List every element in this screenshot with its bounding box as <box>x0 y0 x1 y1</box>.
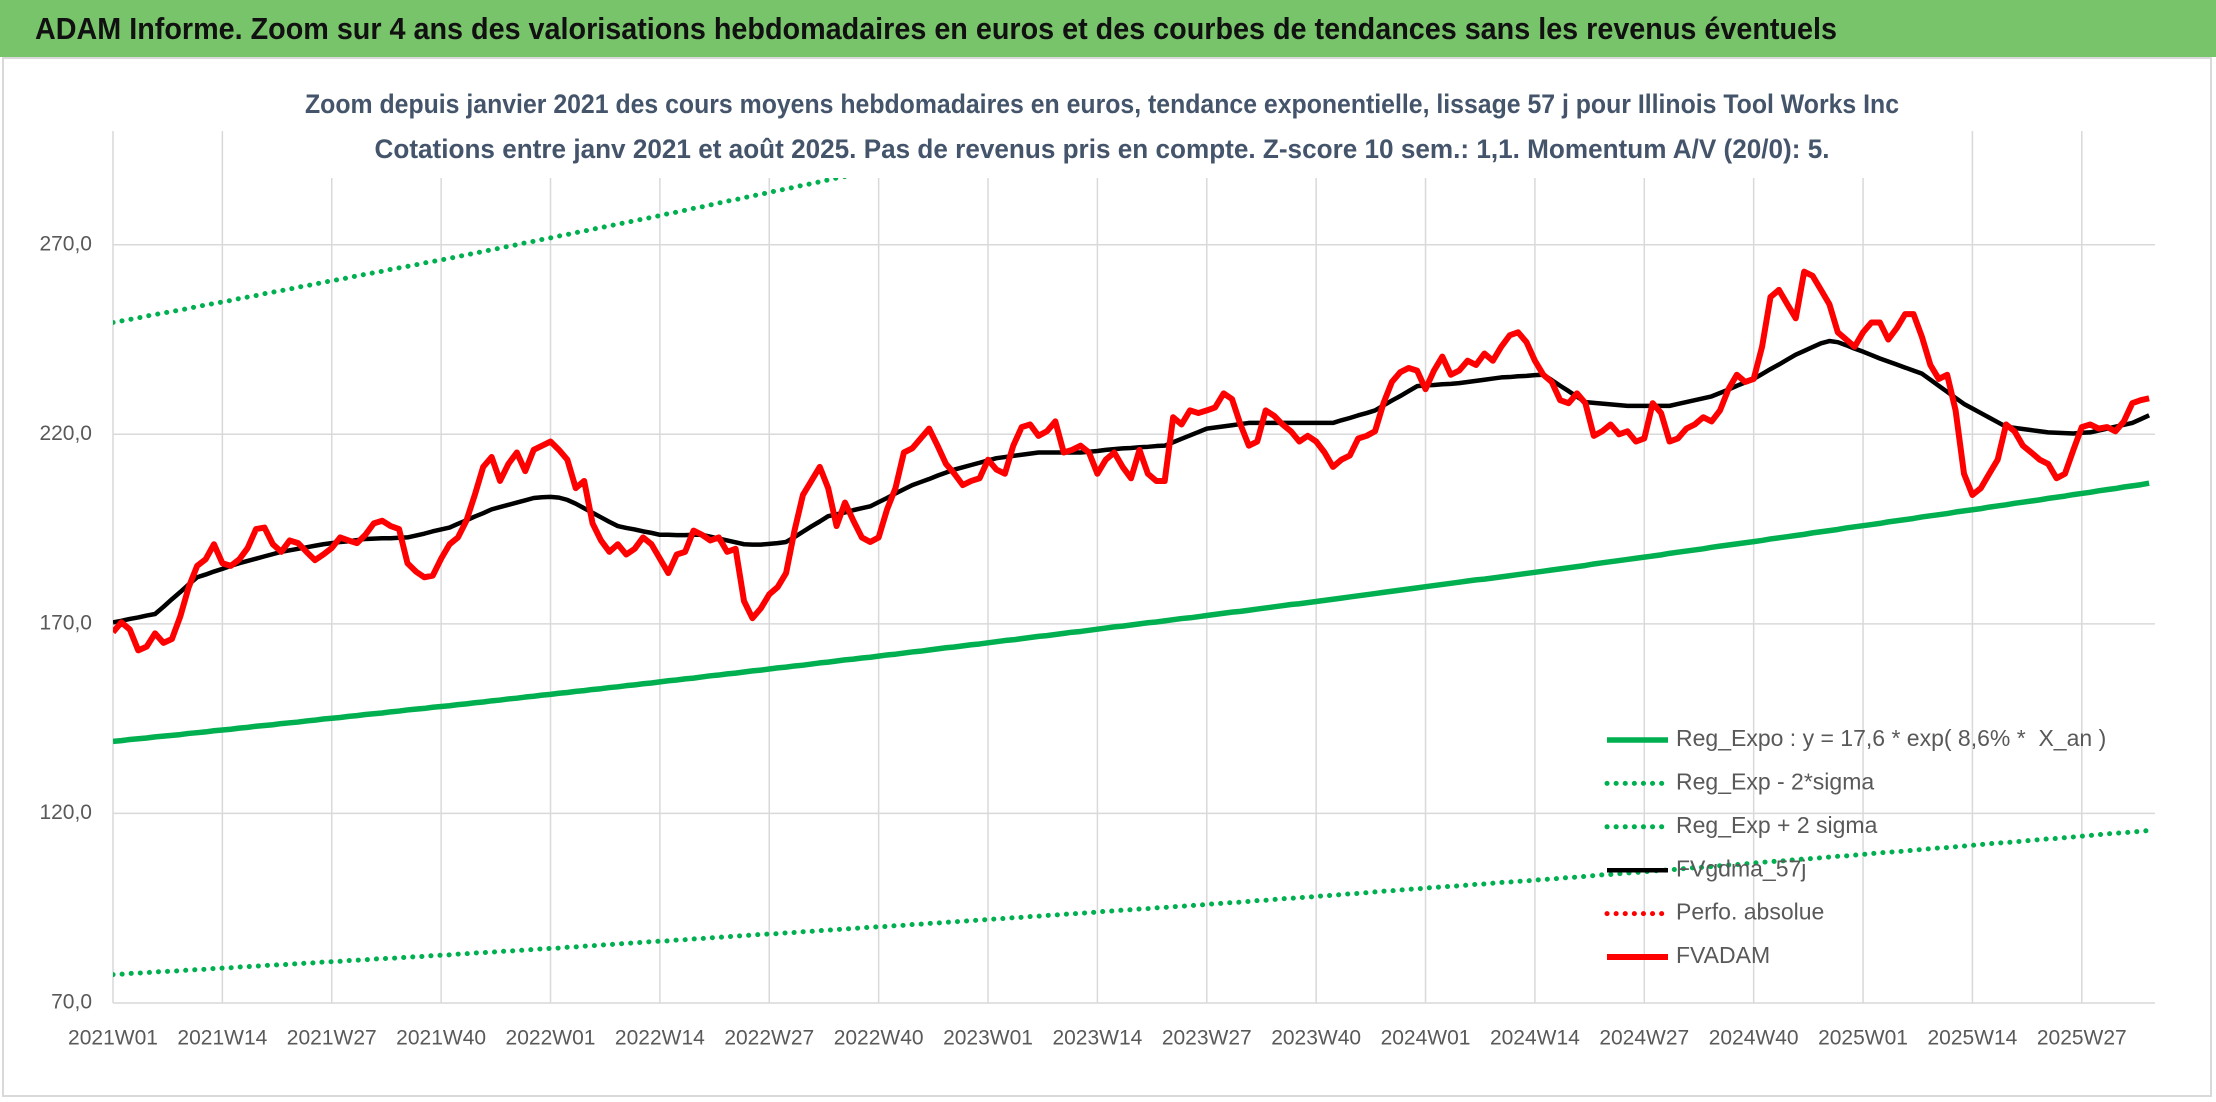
y-tick-label: 120,0 <box>39 801 92 824</box>
header-band <box>0 0 2216 57</box>
legend: Reg_Expo : y = 17,6 * exp( 8,6% * X_an )… <box>1604 725 2106 968</box>
axes: 70,0 120,0 170,0 220,0 270,0 2021W01 2021W14 20… <box>39 232 2126 1049</box>
x-tick-label: 2022W27 <box>724 1027 814 1050</box>
x-tick-label: 2021W01 <box>68 1027 158 1050</box>
y-tick-label: 70,0 <box>51 991 92 1014</box>
x-tick-label: 2021W14 <box>177 1027 267 1050</box>
x-tick-label: 2025W14 <box>1927 1027 2017 1050</box>
series-line <box>113 338 2151 625</box>
y-tick-label: 270,0 <box>39 232 92 255</box>
x-tick-label: 2021W40 <box>396 1027 486 1050</box>
legend-label: Reg_Exp + 2 sigma <box>1676 812 1878 838</box>
y-tick-label: 220,0 <box>39 422 92 445</box>
x-tick-label: 2024W01 <box>1381 1027 1471 1050</box>
x-tick-label: 2024W27 <box>1599 1027 1689 1050</box>
header-title: ADAM Informe. Zoom sur 4 ans des valoris… <box>35 11 1837 46</box>
legend-label: Perfo. absolue <box>1676 899 1824 925</box>
x-tick-label: 2023W14 <box>1052 1027 1142 1050</box>
series-line <box>113 131 1066 325</box>
series-line <box>113 480 2150 745</box>
series-line <box>113 268 2150 654</box>
x-tick-label: 2021W27 <box>287 1027 377 1050</box>
legend-label: Reg_Exp - 2*sigma <box>1676 768 1874 794</box>
title-box <box>290 80 1920 178</box>
x-tick-label: 2022W14 <box>615 1027 705 1050</box>
series-line <box>113 828 2152 978</box>
x-tick-label: 2023W27 <box>1162 1027 1252 1050</box>
legend-label: FVADAM <box>1676 942 1770 968</box>
y-tick-label: 170,0 <box>39 611 92 634</box>
x-tick-label: 2025W27 <box>2037 1027 2127 1050</box>
chart-border <box>2 57 2212 1097</box>
x-tick-label: 2025W01 <box>1818 1027 1908 1050</box>
chart-title: Zoom depuis janvier 2021 des cours moyen… <box>305 89 1899 119</box>
chart-subtitle: Cotations entre janv 2021 et août 2025. … <box>375 134 1830 164</box>
x-tick-label: 2024W40 <box>1709 1027 1799 1050</box>
legend-label: Reg_Expo : y = 17,6 * exp( 8,6% * X_an ) <box>1676 725 2106 751</box>
x-tick-label: 2022W40 <box>834 1027 924 1050</box>
x-tick-label: 2022W01 <box>506 1027 596 1050</box>
x-tick-label: 2024W14 <box>1490 1027 1580 1050</box>
x-tick-label: 2023W40 <box>1271 1027 1361 1050</box>
series-layer <box>113 131 2152 978</box>
legend-label: FVgdma_57j <box>1676 855 1806 881</box>
x-tick-label: 2023W01 <box>943 1027 1033 1050</box>
